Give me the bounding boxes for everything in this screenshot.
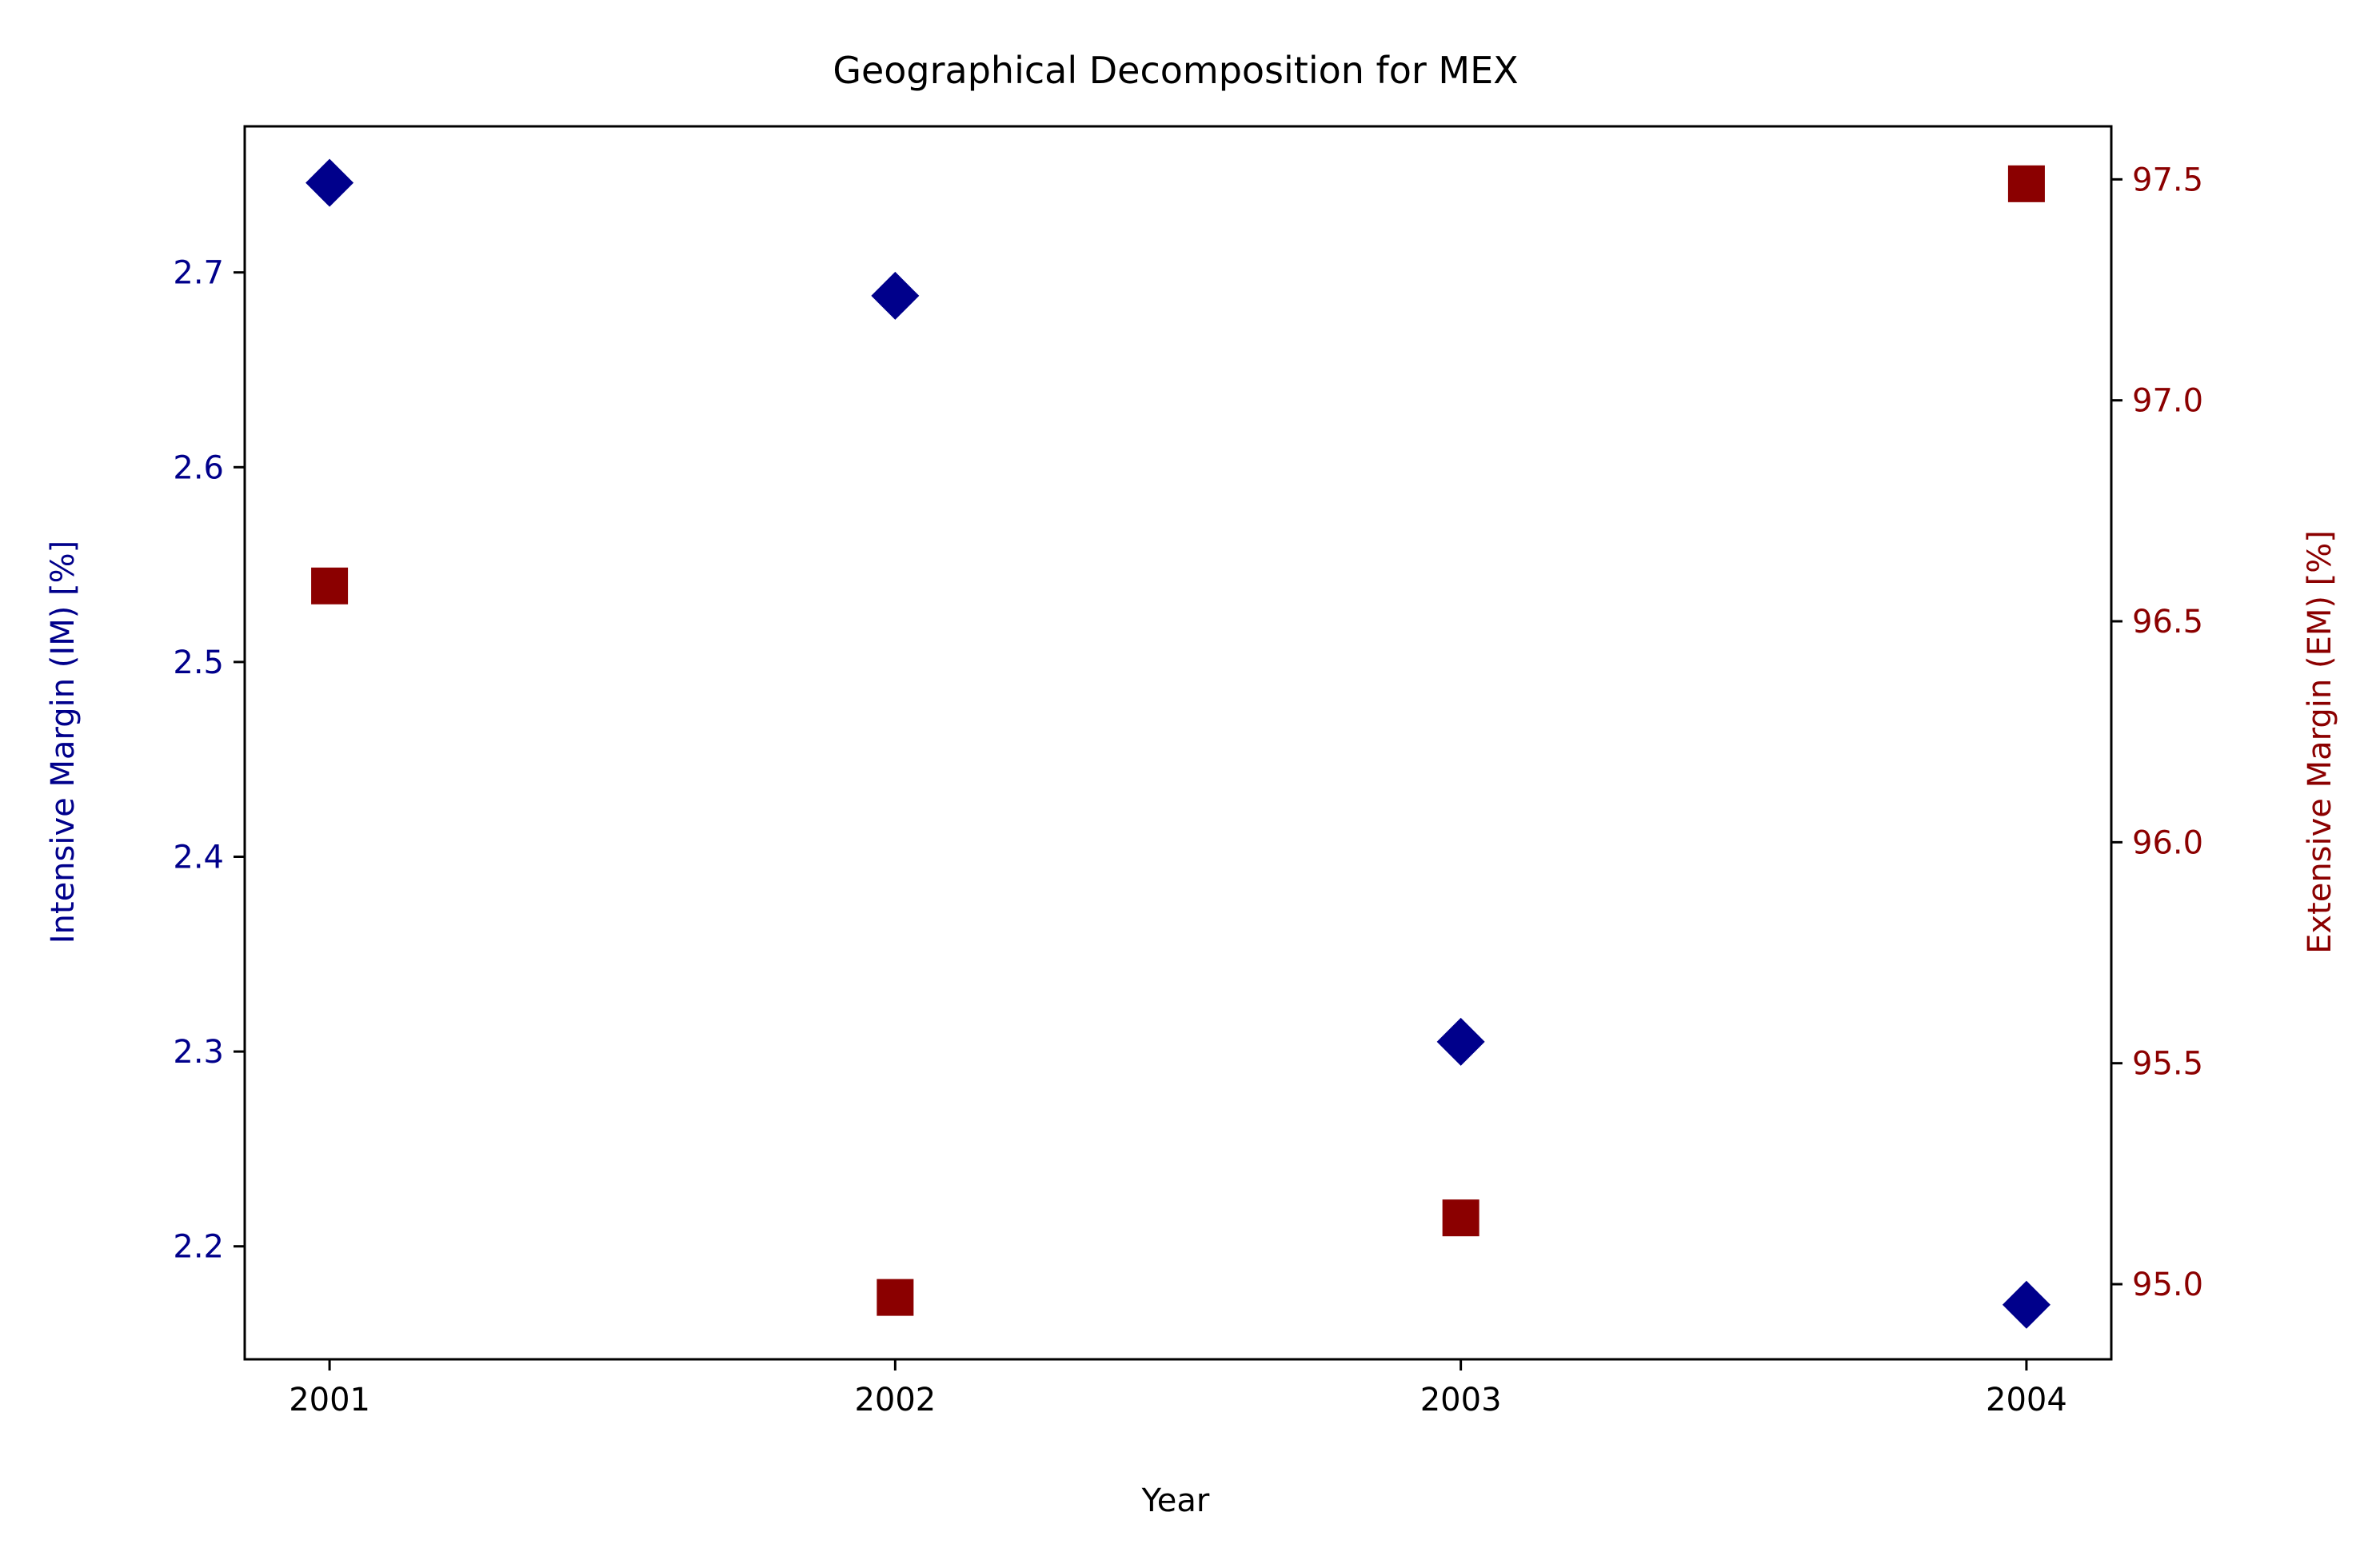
em-square-point xyxy=(877,1279,914,1316)
y-tick-label-left: 2.2 xyxy=(173,1229,224,1266)
x-tick-label: 2001 xyxy=(289,1382,370,1418)
y-tick-label-right: 97.5 xyxy=(2132,162,2203,198)
y-axis-label-left: Intensive Margin (IM) [%] xyxy=(45,541,82,944)
x-axis-label: Year xyxy=(1141,1482,1210,1519)
y-tick-label-right: 95.0 xyxy=(2132,1267,2203,1303)
y-tick-label-right: 96.0 xyxy=(2132,824,2203,861)
y-tick-label-right: 96.5 xyxy=(2132,604,2203,640)
im-diamond-point xyxy=(305,158,354,207)
x-tick-label: 2002 xyxy=(854,1382,936,1418)
y-tick-label-left: 2.6 xyxy=(173,449,224,486)
x-tick-label: 2003 xyxy=(1420,1382,1502,1418)
im-diamond-point xyxy=(871,271,920,320)
y-tick-label-left: 2.4 xyxy=(173,840,224,876)
em-square-point xyxy=(2007,165,2045,202)
em-square-point xyxy=(311,567,349,604)
y-tick-label-left: 2.5 xyxy=(173,644,224,681)
axes-group: 2001 2002 2003 2004 2.2 2.3 2.4 2.5 2.6 2.7 95.0 95… xyxy=(173,125,2203,1418)
plot-marks xyxy=(305,158,2051,1329)
chart-title: Geographical Decomposition for MEX xyxy=(833,49,1518,92)
y-tick-label-right: 95.5 xyxy=(2132,1046,2203,1083)
y-tick-label-right: 97.0 xyxy=(2132,383,2203,420)
im-diamond-point xyxy=(2002,1280,2051,1329)
plot-frame xyxy=(243,125,2113,1361)
y-tick-label-left: 2.3 xyxy=(173,1034,224,1071)
im-diamond-point xyxy=(1436,1017,1485,1066)
em-square-point xyxy=(1442,1199,1480,1237)
x-tick-label: 2004 xyxy=(1986,1382,2067,1418)
y-tick-label-left: 2.7 xyxy=(173,255,224,292)
y-axis-label-right: Extensive Margin (EM) [%] xyxy=(2302,530,2338,954)
